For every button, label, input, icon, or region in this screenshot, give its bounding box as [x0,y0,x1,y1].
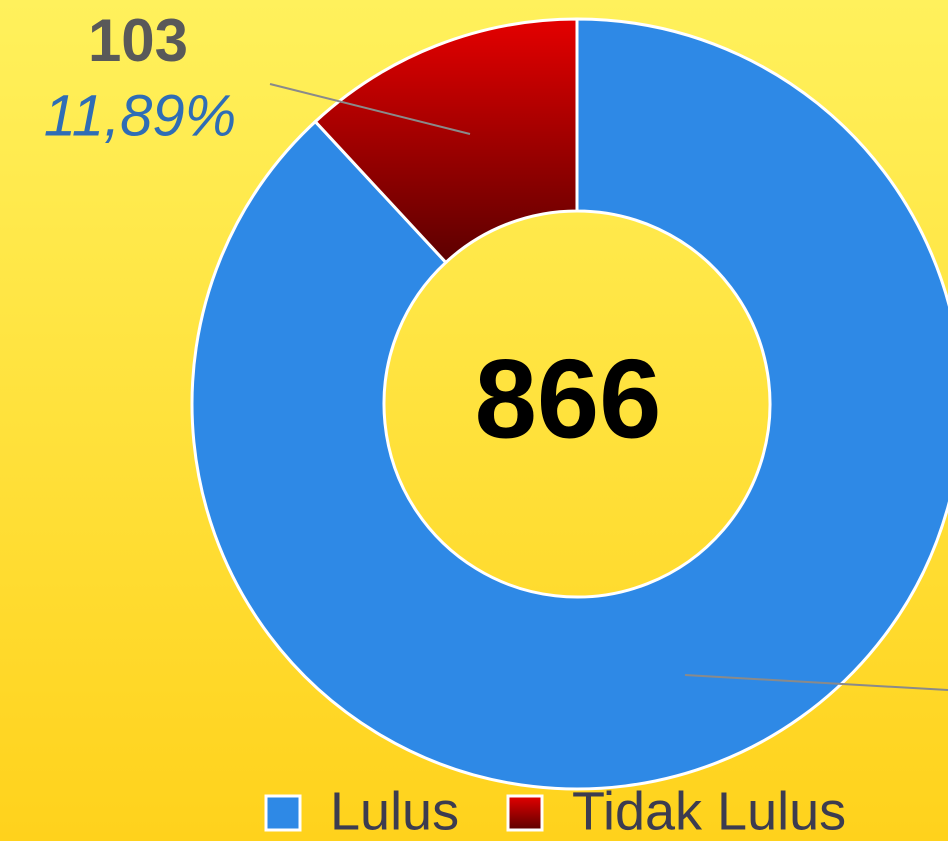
legend-label: Lulus [330,781,459,841]
legend-label: Tidak Lulus [572,781,846,841]
leader-line [684,674,948,691]
slice [190,17,948,791]
slices [190,17,948,791]
center-label: 866 [475,337,662,462]
legend: Lulus Tidak Lulus [264,781,846,841]
legend-swatch [506,794,544,832]
leader-line [269,83,471,135]
percent-label: 11,89% [44,83,236,148]
legend-swatch [264,794,302,832]
slice [313,17,579,265]
data-label: 103 [88,7,188,74]
